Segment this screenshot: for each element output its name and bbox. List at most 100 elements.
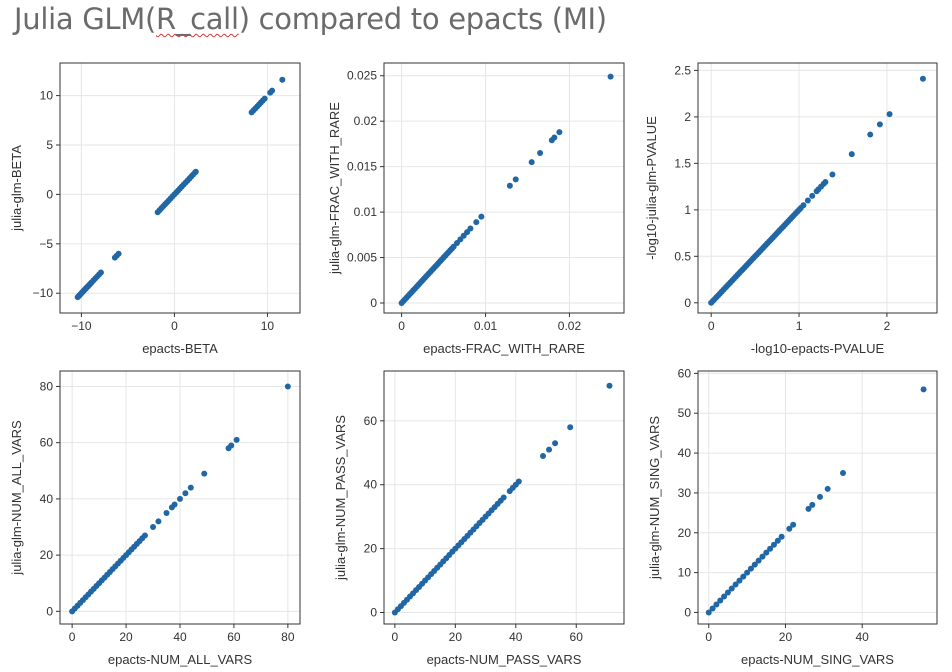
x-tick-label: 1: [796, 319, 803, 333]
x-axis-label: -log10-epacts-PVALUE: [751, 341, 885, 356]
y-tick-label: 0.5: [674, 249, 691, 263]
data-point: [736, 577, 743, 584]
x-tick-label: 80: [281, 630, 295, 644]
scatter-panel-6: 0 20 40 0 10 20 30 40 50 60 epacts-NUM_SING_VARS ju…: [647, 366, 938, 667]
x-axis-label: epacts-NUM_SING_VARS: [741, 652, 894, 667]
y-tick-label: −10: [33, 286, 54, 300]
x-axis-label: epacts-FRAC_WITH_RARE: [423, 341, 585, 356]
y-tick-label: 0: [684, 296, 691, 310]
y-tick-label: 2: [684, 110, 691, 124]
data-point: [150, 524, 157, 531]
data-point: [115, 250, 122, 257]
y-tick-label: 0.005: [347, 251, 377, 265]
y-tick-label: 1.5: [674, 156, 691, 170]
data-point: [141, 532, 148, 539]
data-point: [607, 73, 614, 80]
data-point: [506, 182, 513, 189]
data-point: [228, 442, 235, 449]
data-point: [740, 573, 747, 580]
y-tick-label: 60: [40, 436, 54, 450]
plot-frame: [697, 62, 938, 314]
x-tick-label: 0: [171, 319, 178, 333]
data-point: [606, 382, 613, 389]
data-point: [233, 436, 240, 443]
data-point: [269, 87, 276, 94]
y-axis-label: julia-glm-FRAC_WITH_RARE: [327, 102, 342, 275]
x-tick-label: 0: [392, 630, 399, 644]
y-tick-label: 10: [40, 89, 54, 103]
data-point: [876, 121, 883, 128]
data-point: [790, 521, 797, 528]
data-point: [478, 213, 485, 220]
data-point: [192, 168, 199, 175]
data-point: [822, 178, 829, 185]
y-tick-label: 40: [678, 446, 692, 460]
x-axis-label: epacts-NUM_ALL_VARS: [108, 652, 253, 667]
data-point: [171, 501, 178, 508]
data-point: [500, 494, 507, 501]
data-point: [201, 470, 208, 477]
data-point: [809, 192, 816, 199]
plot-frame: [59, 62, 301, 314]
data-point: [187, 484, 194, 491]
y-tick-label: 0: [370, 606, 377, 620]
y-tick-label: 20: [678, 526, 692, 540]
data-point: [473, 219, 480, 226]
data-point: [724, 589, 731, 596]
x-axis-label: epacts-BETA: [142, 341, 218, 356]
data-point: [261, 95, 268, 102]
y-tick-label: 0.025: [347, 69, 377, 83]
data-point: [713, 601, 720, 608]
scatter-panel-5: 0 20 40 60 0 20 40 60 epacts-NUM_PASS_VARS julia-…: [333, 370, 625, 667]
data-point: [848, 151, 855, 158]
data-point: [556, 129, 563, 136]
scatter-panel-3: 0 1 2 0 0.5 1 1.5 2 2.5 -log10-epacts-PVALUE -log1…: [644, 62, 938, 356]
page-title: Julia GLM(R_call) compared to epacts (MI…: [14, 2, 607, 36]
x-tick-label: 60: [570, 630, 584, 644]
data-point: [97, 269, 104, 276]
plot-frame: [697, 370, 938, 625]
data-point: [919, 75, 926, 82]
data-point: [546, 446, 553, 453]
x-tick-label: 0: [705, 630, 712, 644]
data-point: [816, 493, 823, 500]
data-point: [709, 605, 716, 612]
data-point: [824, 485, 831, 492]
y-tick-label: 80: [40, 379, 54, 393]
data-point: [774, 537, 781, 544]
data-point: [552, 440, 559, 447]
title-part-1: Julia GLM(: [14, 2, 157, 36]
data-point: [177, 495, 183, 502]
data-point: [778, 533, 785, 540]
y-tick-label: 40: [364, 478, 378, 492]
data-point: [721, 593, 728, 600]
data-point: [528, 159, 535, 166]
x-tick-label: 0.01: [474, 319, 498, 333]
y-axis-label: julia-glm-NUM_ALL_VARS: [9, 420, 24, 576]
data-point: [279, 76, 286, 83]
x-tick-label: 40: [856, 630, 870, 644]
data-point: [867, 131, 874, 138]
data-point: [800, 202, 807, 209]
y-tick-label: −5: [39, 237, 53, 251]
x-tick-label: 10: [261, 319, 275, 333]
data-point: [920, 386, 927, 393]
y-tick-label: 10: [678, 566, 692, 580]
y-tick-label: 5: [46, 138, 53, 152]
scatter-panel-2: 0 0.01 0.02 0 0.005 0.01 0.015 0.02 0.025 epacts-…: [327, 62, 625, 356]
data-point: [767, 545, 774, 552]
y-tick-label: 20: [40, 548, 54, 562]
y-tick-label: 30: [678, 486, 692, 500]
y-axis-label: julia-glm-NUM_SING_VARS: [647, 416, 662, 580]
x-axis-label: epacts-NUM_PASS_VARS: [427, 652, 582, 667]
x-tick-label: 20: [449, 630, 463, 644]
data-point: [786, 525, 793, 532]
data-point: [751, 561, 758, 568]
y-tick-label: 0.01: [354, 205, 378, 219]
x-tick-label: 0: [69, 630, 76, 644]
data-point: [155, 518, 162, 525]
data-point: [755, 557, 762, 564]
y-tick-label: 1: [684, 203, 691, 217]
data-point: [537, 150, 544, 156]
y-tick-label: 60: [678, 366, 692, 380]
